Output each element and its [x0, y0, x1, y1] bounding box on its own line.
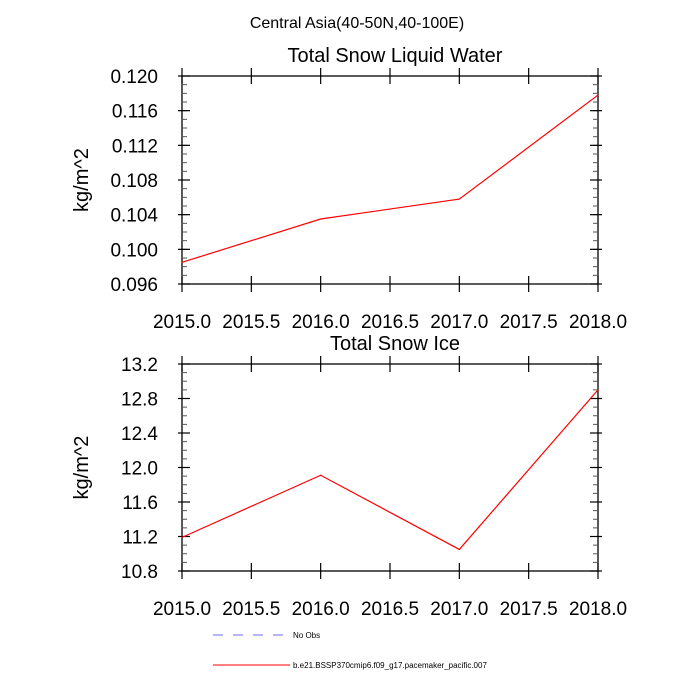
series-line-0 — [181, 94, 599, 263]
legend-label-obs: No Obs — [293, 631, 320, 640]
x-tick-label: 2016.0 — [292, 599, 350, 620]
y-tick-label: 0.120 — [110, 67, 158, 88]
y-axis-label: kg/m^2 — [71, 148, 93, 212]
y-tick-label: 0.096 — [110, 275, 158, 296]
x-tick-label: 2016.5 — [361, 312, 419, 333]
data-point — [320, 218, 322, 220]
x-tick-label: 2017.5 — [500, 312, 558, 333]
y-tick-label: 12.4 — [121, 424, 158, 445]
y-tick-label: 13.2 — [121, 355, 158, 376]
x-tick-label: 2016.5 — [361, 599, 419, 620]
plot-frame — [181, 75, 599, 285]
x-tick-label: 2017.0 — [430, 599, 488, 620]
plot-frame — [181, 363, 599, 572]
series-line-0 — [181, 389, 599, 551]
data-point — [458, 548, 460, 551]
chart-panel-1: Total Snow Ice 10.8 11.2 11.6 12.0 12.4 12.8 13… — [71, 333, 627, 620]
y-tick-label: 0.116 — [112, 102, 158, 123]
x-tick-label: 2017.5 — [500, 599, 558, 620]
legend: No Obs b.e21.BSSP370cmip6.f09_g17.pacema… — [213, 631, 487, 670]
x-tick-label: 2016.0 — [292, 312, 350, 333]
chart-panel-0: Total Snow Liquid Water 0.096 0.100 0.104 0.… — [71, 45, 627, 333]
x-tick-label: 2015.5 — [222, 599, 280, 620]
chart-title: Total Snow Liquid Water — [288, 45, 503, 67]
y-axis-label: kg/m^2 — [71, 436, 93, 500]
data-point — [458, 198, 460, 200]
x-tick-label: 2015.0 — [153, 599, 211, 620]
y-tick-label: 0.112 — [112, 136, 158, 157]
figure-title: Central Asia(40-50N,40-100E) — [250, 15, 464, 32]
y-tick-label: 11.2 — [122, 528, 158, 549]
x-tick-label: 2015.5 — [222, 312, 280, 333]
x-tick-label: 2015.0 — [153, 312, 211, 333]
y-tick-label: 0.108 — [110, 171, 158, 192]
data-point — [320, 474, 322, 476]
data-point — [597, 94, 599, 96]
y-tick-label: 10.8 — [121, 562, 158, 583]
y-tick-label: 0.104 — [110, 206, 158, 227]
x-tick-label: 2018.0 — [569, 312, 627, 333]
data-point — [181, 536, 183, 538]
x-tick-label: 2017.0 — [430, 312, 488, 333]
data-point — [597, 389, 599, 391]
y-tick-label: 12.8 — [121, 390, 158, 411]
y-tick-label: 12.0 — [121, 459, 158, 480]
x-tick-label: 2018.0 — [569, 599, 627, 620]
y-tick-label: 0.100 — [110, 240, 158, 261]
y-tick-label: 11.6 — [122, 493, 158, 514]
legend-label-model: b.e21.BSSP370cmip6.f09_g17.pacemaker_pac… — [293, 661, 487, 670]
data-point — [181, 261, 183, 263]
chart-title: Total Snow Ice — [330, 333, 460, 355]
